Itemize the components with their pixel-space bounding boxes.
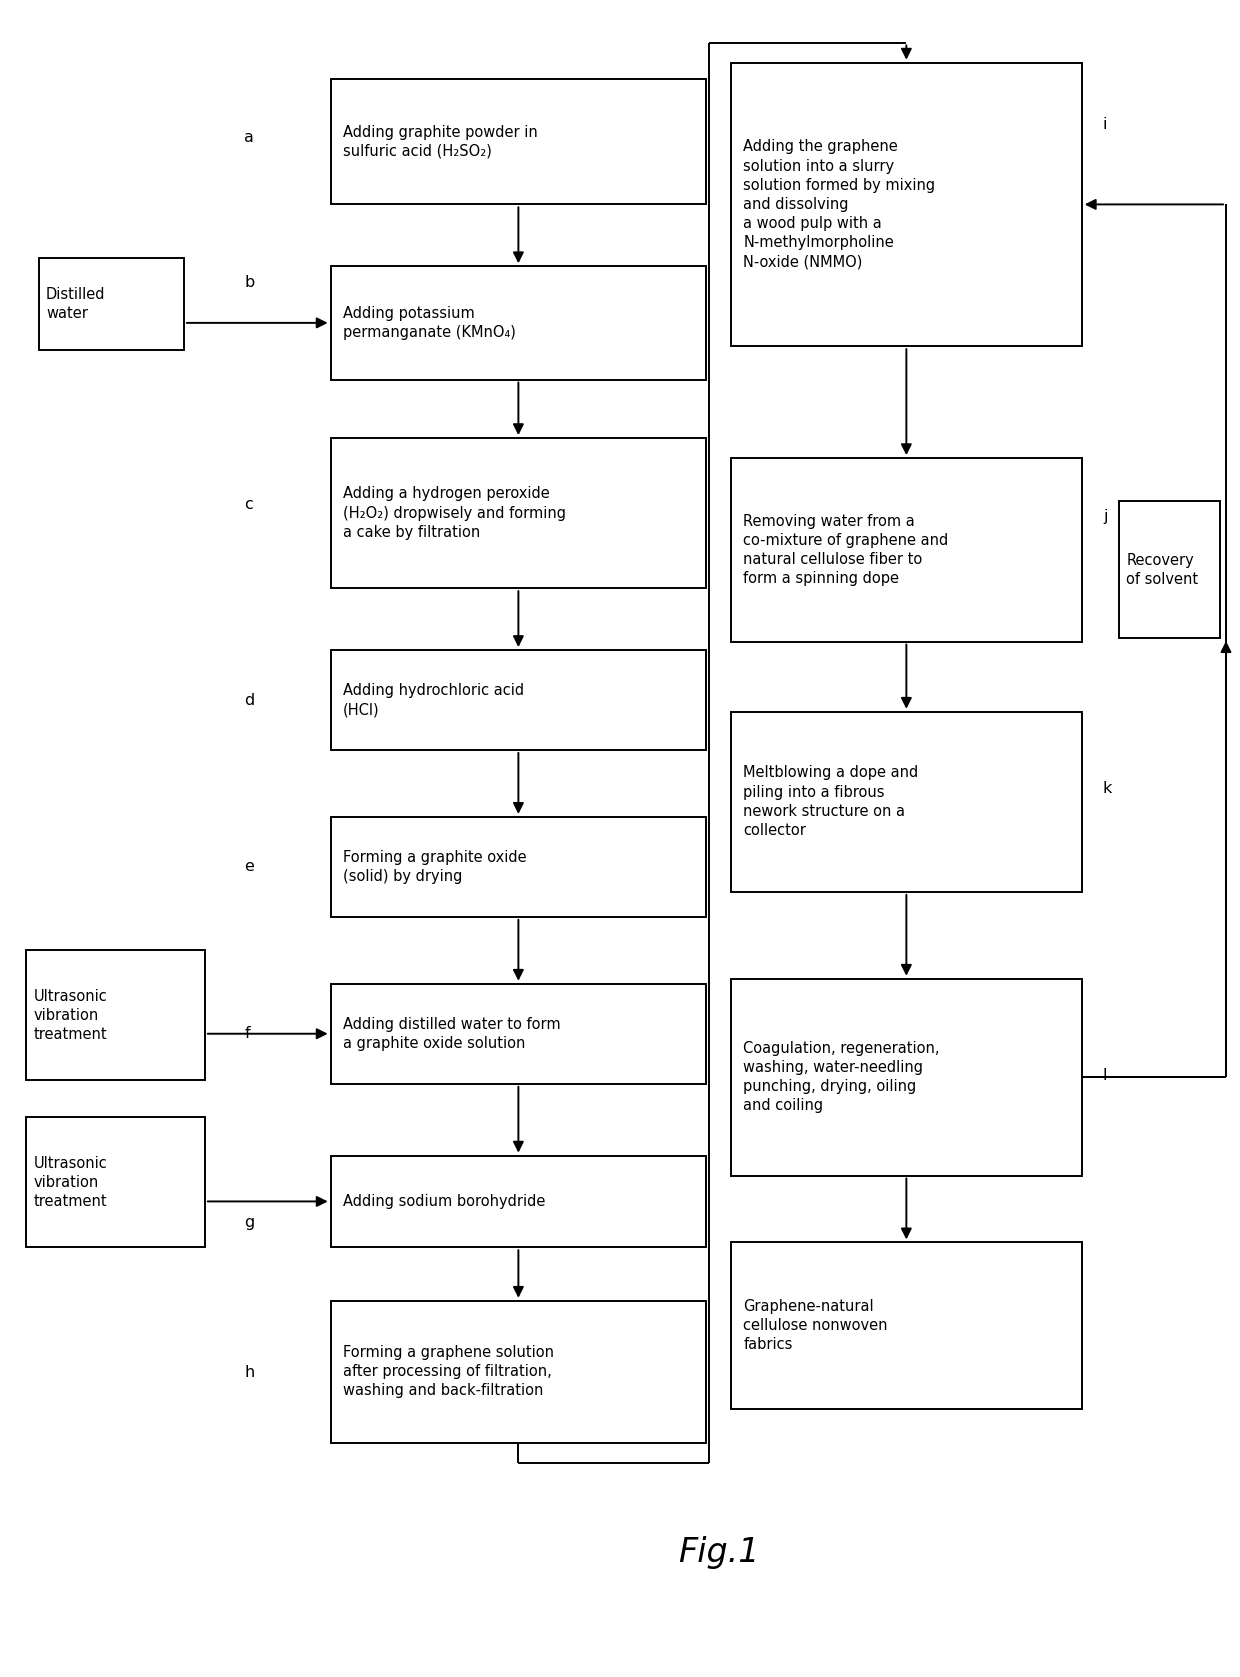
Text: Adding the graphene
solution into a slurry
solution formed by mixing
and dissolv: Adding the graphene solution into a slur… [743, 139, 935, 270]
FancyBboxPatch shape [730, 458, 1081, 642]
Text: Adding a hydrogen peroxide
(H₂O₂) dropwisely and forming
a cake by filtration: Adding a hydrogen peroxide (H₂O₂) dropwi… [343, 486, 565, 540]
Text: k: k [1102, 781, 1112, 797]
FancyBboxPatch shape [730, 1243, 1081, 1409]
Text: i: i [1102, 117, 1107, 132]
Text: Removing water from a
co-mixture of graphene and
natural cellulose fiber to
form: Removing water from a co-mixture of grap… [743, 513, 949, 587]
Text: l: l [1102, 1068, 1107, 1083]
Text: h: h [244, 1365, 254, 1380]
FancyBboxPatch shape [26, 951, 205, 1080]
Text: f: f [244, 1026, 250, 1041]
FancyBboxPatch shape [730, 62, 1081, 345]
Text: b: b [244, 275, 254, 290]
Text: Ultrasonic
vibration
treatment: Ultrasonic vibration treatment [33, 989, 108, 1041]
Text: d: d [244, 693, 254, 708]
Text: Adding graphite powder in
sulfuric acid (H₂SO₂): Adding graphite powder in sulfuric acid … [343, 124, 538, 159]
Text: Adding potassium
permanganate (KMnO₄): Adding potassium permanganate (KMnO₄) [343, 305, 516, 340]
Text: j: j [1102, 508, 1107, 523]
Text: a: a [244, 131, 254, 146]
Text: e: e [244, 859, 254, 874]
Text: Forming a graphite oxide
(solid) by drying: Forming a graphite oxide (solid) by dryi… [343, 850, 527, 884]
Text: g: g [244, 1214, 254, 1229]
FancyBboxPatch shape [331, 79, 707, 205]
FancyBboxPatch shape [26, 1117, 205, 1248]
FancyBboxPatch shape [331, 1155, 707, 1248]
Text: Recovery
of solvent: Recovery of solvent [1126, 553, 1198, 587]
FancyBboxPatch shape [331, 984, 707, 1083]
Text: Fig.1: Fig.1 [678, 1536, 759, 1570]
FancyBboxPatch shape [730, 979, 1081, 1176]
Text: Forming a graphene solution
after processing of filtration,
washing and back-fil: Forming a graphene solution after proces… [343, 1345, 554, 1399]
Text: Adding sodium borohydride: Adding sodium borohydride [343, 1194, 546, 1209]
Text: Distilled
water: Distilled water [46, 287, 105, 320]
Text: c: c [244, 498, 253, 511]
FancyBboxPatch shape [331, 267, 707, 379]
Text: Graphene-natural
cellulose nonwoven
fabrics: Graphene-natural cellulose nonwoven fabr… [743, 1300, 888, 1352]
FancyBboxPatch shape [331, 1301, 707, 1442]
FancyBboxPatch shape [730, 711, 1081, 892]
Text: Ultrasonic
vibration
treatment: Ultrasonic vibration treatment [33, 1155, 108, 1209]
FancyBboxPatch shape [331, 438, 707, 589]
FancyBboxPatch shape [1118, 501, 1220, 639]
FancyBboxPatch shape [331, 817, 707, 917]
Text: Adding distilled water to form
a graphite oxide solution: Adding distilled water to form a graphit… [343, 1016, 560, 1051]
FancyBboxPatch shape [38, 258, 184, 349]
Text: Meltblowing a dope and
piling into a fibrous
nework structure on a
collector: Meltblowing a dope and piling into a fib… [743, 765, 919, 838]
Text: Adding hydrochloric acid
(HCl): Adding hydrochloric acid (HCl) [343, 683, 525, 718]
Text: Coagulation, regeneration,
washing, water-needling
punching, drying, oiling
and : Coagulation, regeneration, washing, wate… [743, 1041, 940, 1114]
FancyBboxPatch shape [331, 651, 707, 750]
